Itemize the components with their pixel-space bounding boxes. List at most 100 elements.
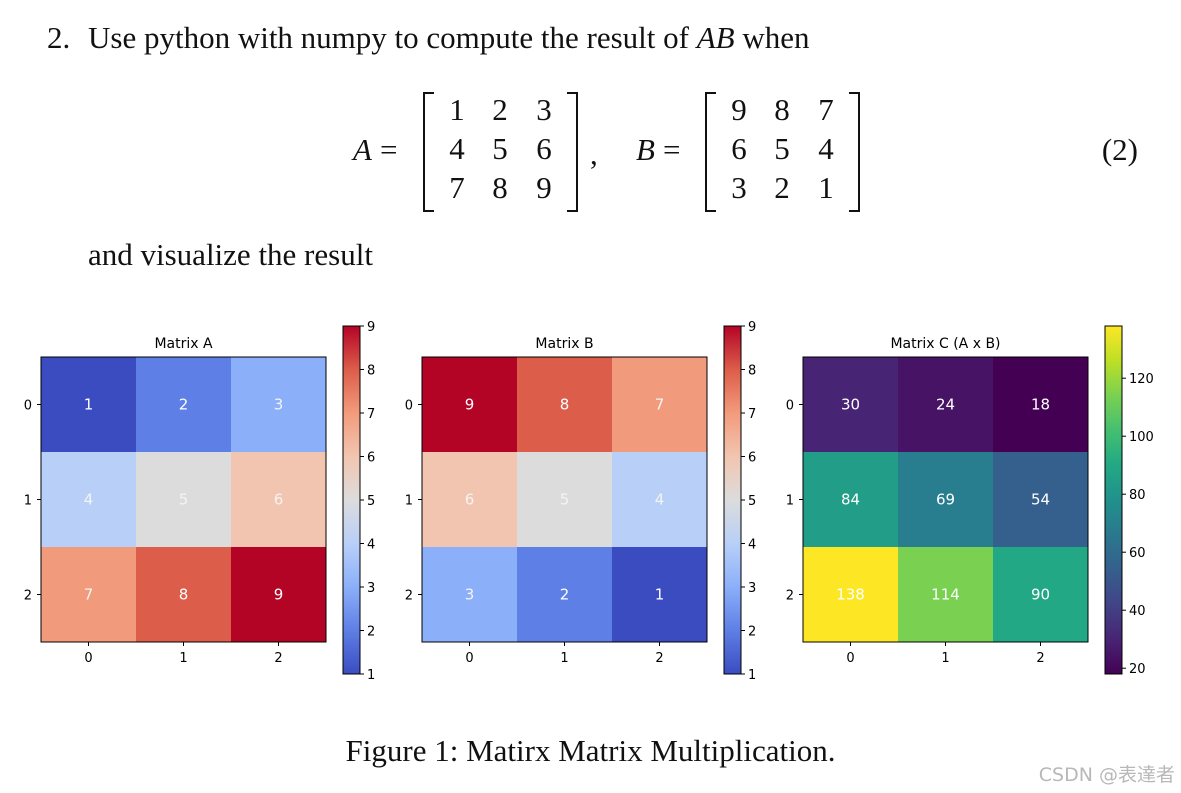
heatmap-cell [41,357,136,452]
colorbar-tick-label: 40 [1129,604,1146,619]
heatmap-cell-label: 24 [936,396,955,414]
matrix_b-cell: 8 [774,92,790,127]
heatmap-cell [41,452,136,547]
problem-statement: 2. Use python with numpy to compute the r… [47,20,810,56]
colorbar-tick-label: 5 [367,494,375,509]
matrix-a-left-bracket [423,92,434,212]
y-tick-label: 1 [786,494,794,509]
equals-sign-a: = [380,132,398,167]
heatmap-cell [231,452,326,547]
matrix_b-cell: 6 [731,131,747,166]
colorbar-tick-label: 7 [367,407,375,422]
heatmap-cell [517,452,612,547]
heatmap-cell [993,357,1088,452]
heatmap-cell-label: 1 [655,586,665,604]
colorbar-tick-label: 1 [748,668,756,683]
heatmap-cell-label: 6 [465,491,475,509]
heatmap-cell [517,357,612,452]
matrix_a-cell: 4 [449,131,465,166]
colorbar-tick-label: 9 [748,320,756,335]
colorbar-tick-label: 3 [748,581,756,596]
heatmap-cell-label: 3 [465,586,475,604]
heatmap-title: Matrix A [154,336,213,352]
matrix-a-right-bracket [567,92,578,212]
matrix_a-cell: 2 [492,92,508,127]
heatmap-cell [993,452,1088,547]
colorbar-tick-label: 7 [748,407,756,422]
colorbar-tick-label: 2 [748,625,756,640]
heatmap-cell [136,547,231,642]
matrix-b-right-bracket [849,92,860,212]
x-tick-label: 1 [179,651,187,666]
heatmap-cell-label: 8 [179,586,189,604]
matrix-b-left-bracket [705,92,716,212]
y-tick-label: 0 [405,399,413,414]
heatmap-cell-label: 90 [1031,586,1050,604]
colorbar-tick-label: 4 [748,538,756,553]
matrix_b-cell: 3 [731,170,747,205]
heatmap-cell [422,357,517,452]
heatmap-cell-label: 2 [560,586,570,604]
y-tick-label: 2 [786,589,794,604]
heatmap-cell [41,547,136,642]
colorbar-tick-label: 120 [1129,372,1154,387]
colorbar-tick-label: 6 [367,451,375,466]
heatmap-cell-label: 8 [560,396,570,414]
problem-var-ab: AB [696,20,735,55]
matrix_a-cell: 9 [536,170,552,205]
heatmap-cell-label: 4 [655,491,665,509]
problem-text-before: Use python with numpy to compute the res… [88,20,697,55]
heatmap-cell [422,547,517,642]
problem-number: 2. [47,20,71,55]
matrix_b-cell: 5 [774,131,790,166]
heatmap-title: Matrix C (A x B) [890,336,1000,352]
matrix-a-label: A [353,132,372,167]
matrix_a-cell: 6 [536,131,552,166]
x-tick-label: 0 [465,651,473,666]
heatmap-cell-label: 30 [841,396,860,414]
heatmap-cell [422,452,517,547]
heatmap-cell [898,357,993,452]
colorbar-tick-label: 80 [1129,488,1146,503]
x-tick-label: 0 [846,651,854,666]
matrix_b-cell: 4 [818,131,834,166]
matrix-b-label: B [636,132,655,167]
figure-caption: Figure 1: Matirx Matrix Multiplication. [345,733,836,768]
x-tick-label: 2 [1036,651,1044,666]
x-tick-label: 2 [274,651,282,666]
heatmap-cell [612,452,707,547]
matrix_b-cell: 2 [774,170,790,205]
heatmap-cell-label: 9 [465,396,475,414]
heatmap-cell [898,547,993,642]
heatmap-cell [136,357,231,452]
problem-continuation: and visualize the result [88,237,373,272]
heatmap-cell [803,357,898,452]
colorbar-tick-label: 1 [367,668,375,683]
matrix_b-cell: 7 [818,92,834,127]
colorbar [723,325,742,675]
heatmap-cell [612,357,707,452]
equals-sign-b: = [663,132,681,167]
heatmap-cell-label: 69 [936,491,955,509]
colorbar-tick-label: 2 [367,625,375,640]
y-tick-label: 2 [405,589,413,604]
y-tick-label: 1 [24,494,32,509]
heatmap-2: Matrix B 9 8 7 6 5 4 3 2 1 0 1 2 0 1 2 1 2 3 4 5 6 7 8 9 [405,320,757,683]
colorbar-tick-label: 8 [367,364,375,379]
colorbar-tick-label: 5 [748,494,756,509]
colorbar-tick-label: 20 [1129,662,1146,677]
heatmap-cell [898,452,993,547]
heatmap-cell-label: 4 [84,491,94,509]
heatmap-1: Matrix A 1 2 3 4 5 6 7 8 9 0 1 2 0 1 2 1 2 3 4 5 6 7 8 9 [24,320,376,683]
colorbar-tick-label: 60 [1129,546,1146,561]
heatmap-cell-label: 1 [84,396,94,414]
heatmap-cell [993,547,1088,642]
heatmap-cell-label: 5 [179,491,189,509]
heatmap-cell-label: 6 [274,491,284,509]
heatmap-cell-label: 84 [841,491,860,509]
heatmap-cell [803,547,898,642]
heatmap-cell-label: 5 [560,491,570,509]
